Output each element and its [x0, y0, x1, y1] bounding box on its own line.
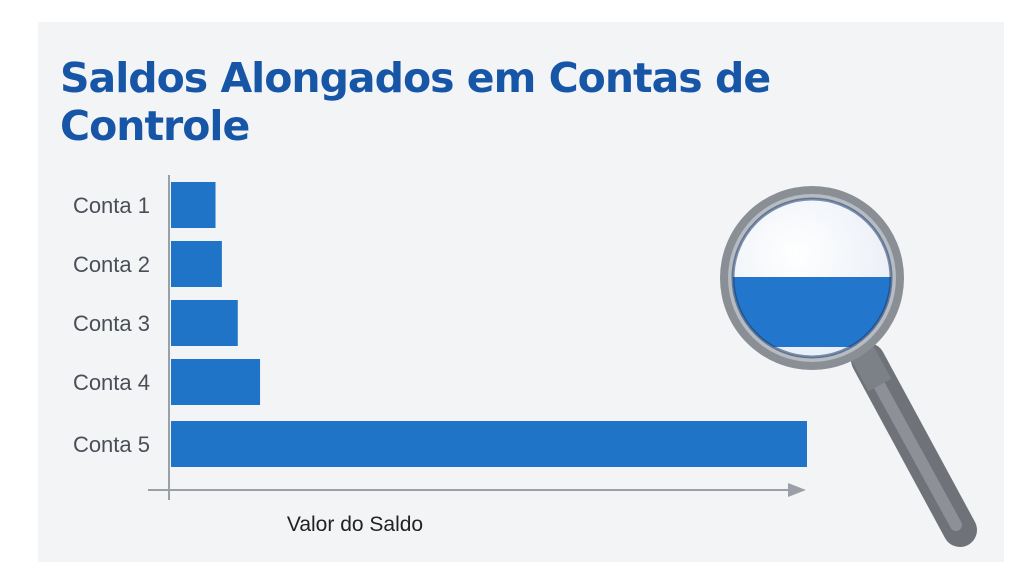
category-labels: Conta 1 Conta 2 Conta 3 Conta 4 Conta 5 — [73, 193, 150, 457]
bar-1 — [171, 182, 216, 228]
x-axis-label: Valor do Saldo — [287, 513, 423, 536]
x-axis — [148, 483, 806, 497]
bar-5 — [171, 421, 807, 467]
magnifying-glass-icon — [720, 186, 977, 547]
bar-2 — [171, 241, 222, 287]
category-label-1: Conta 1 — [73, 193, 150, 218]
x-axis-arrow — [788, 483, 806, 497]
bars-layer — [171, 182, 807, 467]
magnifier-lens-rim — [731, 197, 893, 359]
category-label-3: Conta 3 — [73, 311, 150, 336]
bar-4 — [171, 359, 261, 405]
magnifier-handle-highlight — [866, 366, 962, 531]
category-label-5: Conta 5 — [73, 432, 150, 457]
category-label-4: Conta 4 — [73, 370, 150, 395]
category-label-2: Conta 2 — [73, 252, 150, 277]
bar-3 — [171, 300, 238, 346]
chart-title: Saldos Alongados em Contas de Controle — [60, 54, 771, 150]
